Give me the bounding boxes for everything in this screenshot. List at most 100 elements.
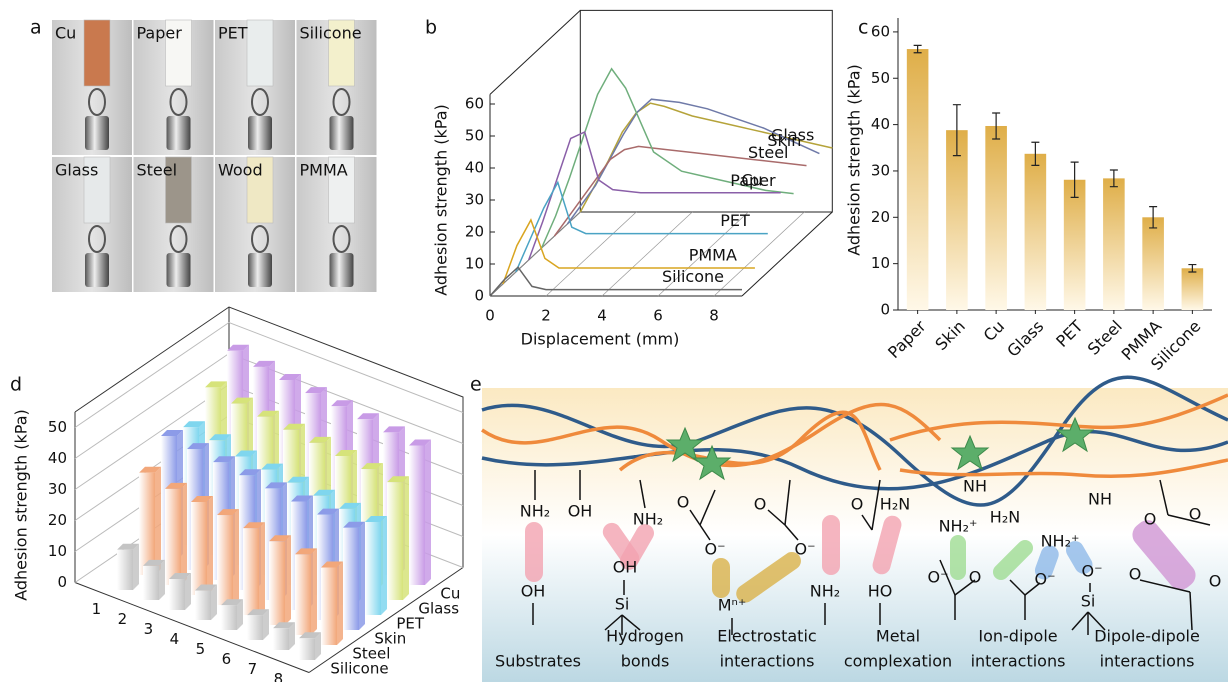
bar-side xyxy=(155,467,161,575)
chem-group: O xyxy=(1189,505,1202,524)
chem-group: O⁻ xyxy=(1081,562,1102,581)
interaction-label: interactions xyxy=(971,652,1066,671)
bar-side xyxy=(133,544,139,590)
chem-group: O⁻ xyxy=(704,540,725,559)
bar xyxy=(1103,178,1125,310)
series-label: PET xyxy=(720,211,750,230)
x-tick-label: Glass xyxy=(1003,317,1047,361)
interaction-label: Substrates xyxy=(495,652,581,671)
chem-group: NH₂⁺ xyxy=(1041,532,1080,551)
bar-side xyxy=(285,535,291,625)
chem-group: OH xyxy=(613,558,638,577)
chem-group: NH₂⁺ xyxy=(939,517,978,536)
series-label: Cu xyxy=(741,170,762,189)
panel-label: b xyxy=(425,17,437,39)
hydrogen-bond xyxy=(525,522,543,582)
weight xyxy=(85,253,109,287)
chem-group: NH₂ xyxy=(633,510,663,529)
y-tick-label: 40 xyxy=(871,115,890,133)
weight xyxy=(167,116,191,150)
z-tick-label: 0 xyxy=(57,573,67,591)
bar-side xyxy=(311,548,317,635)
z-tick-label: 50 xyxy=(48,418,67,436)
bar xyxy=(299,638,315,660)
bar xyxy=(387,482,403,600)
bar xyxy=(165,489,181,585)
chem-group: O xyxy=(851,495,864,514)
series-label: Cu xyxy=(440,585,460,603)
x-tick-label: Skin xyxy=(931,317,968,354)
y-axis-label: Adhesion strength (kPa) xyxy=(845,64,864,256)
bar xyxy=(1142,217,1164,310)
bar xyxy=(221,605,237,630)
x-tick-label: 5 xyxy=(196,640,206,658)
y-tick-label: 20 xyxy=(465,223,484,241)
photo-label: Silicone xyxy=(300,24,362,43)
photo-label: Glass xyxy=(55,161,98,180)
x-tick-label: 3 xyxy=(144,620,154,638)
bar xyxy=(269,541,285,625)
chem-group: Mⁿ⁺ xyxy=(718,596,747,615)
series-line xyxy=(529,132,781,260)
bar xyxy=(321,568,337,646)
chem-group: O⁻ xyxy=(794,540,815,559)
bar xyxy=(365,522,381,615)
bar-side xyxy=(403,476,409,600)
bar xyxy=(343,528,359,630)
metal-complexation xyxy=(712,558,730,598)
chem-group: OH xyxy=(521,582,546,601)
bar xyxy=(143,566,159,600)
y-tick-label: 10 xyxy=(871,254,890,272)
interaction-label: bonds xyxy=(621,652,670,671)
chem-group: OH xyxy=(568,502,593,521)
bar-side xyxy=(259,522,265,615)
weight xyxy=(248,116,272,150)
bar-side xyxy=(337,562,343,646)
weight xyxy=(330,116,354,150)
x-tick-label: 6 xyxy=(222,650,232,668)
interaction-label: Electrostatic xyxy=(717,627,816,646)
bar xyxy=(409,446,425,586)
z-tick-label: 30 xyxy=(48,480,67,498)
photo-label: Wood xyxy=(218,161,263,180)
chem-group: NH xyxy=(963,477,987,496)
y-tick-label: 50 xyxy=(871,69,890,87)
x-tick-label: PET xyxy=(1052,316,1086,350)
axis-depth xyxy=(742,212,832,296)
bar-side xyxy=(233,509,239,605)
interaction-label: complexation xyxy=(844,652,952,671)
x-tick-label: 4 xyxy=(170,630,180,648)
photo-label: Paper xyxy=(137,24,183,43)
chem-group: Si xyxy=(615,595,630,614)
y-tick-label: 0 xyxy=(880,301,890,319)
z-tick-label: 40 xyxy=(48,449,67,467)
y-tick-label: 10 xyxy=(465,255,484,273)
x-tick-label: 4 xyxy=(597,307,607,325)
y-axis-label: Adhesion strength (kPa) xyxy=(432,104,451,296)
chem-group: O⁻ xyxy=(1034,570,1055,589)
interaction-label: Dipole-dipole xyxy=(1094,627,1200,646)
interaction-label: Hydrogen xyxy=(606,627,684,646)
x-tick-label: 8 xyxy=(274,670,284,682)
bar xyxy=(117,550,133,590)
bar-side xyxy=(381,516,387,615)
x-tick-label: 2 xyxy=(118,610,128,628)
photo-label: Cu xyxy=(55,24,76,43)
bar xyxy=(946,130,968,310)
y-tick-label: 60 xyxy=(465,95,484,113)
panel-label: a xyxy=(30,17,42,39)
chem-group: O xyxy=(1144,510,1157,529)
series-label: Silicone xyxy=(662,267,724,286)
chem-group: O xyxy=(969,568,982,587)
x-tick-label: 2 xyxy=(541,307,551,325)
axis-depth xyxy=(490,10,580,94)
ion-dipole xyxy=(950,535,966,580)
series-label: PMMA xyxy=(689,246,737,265)
bar-side xyxy=(185,573,191,610)
photo-label: Steel xyxy=(137,161,178,180)
interaction-label: interactions xyxy=(1100,652,1195,671)
x-axis-label: Displacement (mm) xyxy=(521,330,680,349)
x-tick-label: Paper xyxy=(884,316,930,362)
x-tick-label: Cu xyxy=(980,317,1009,346)
weight xyxy=(167,253,191,287)
